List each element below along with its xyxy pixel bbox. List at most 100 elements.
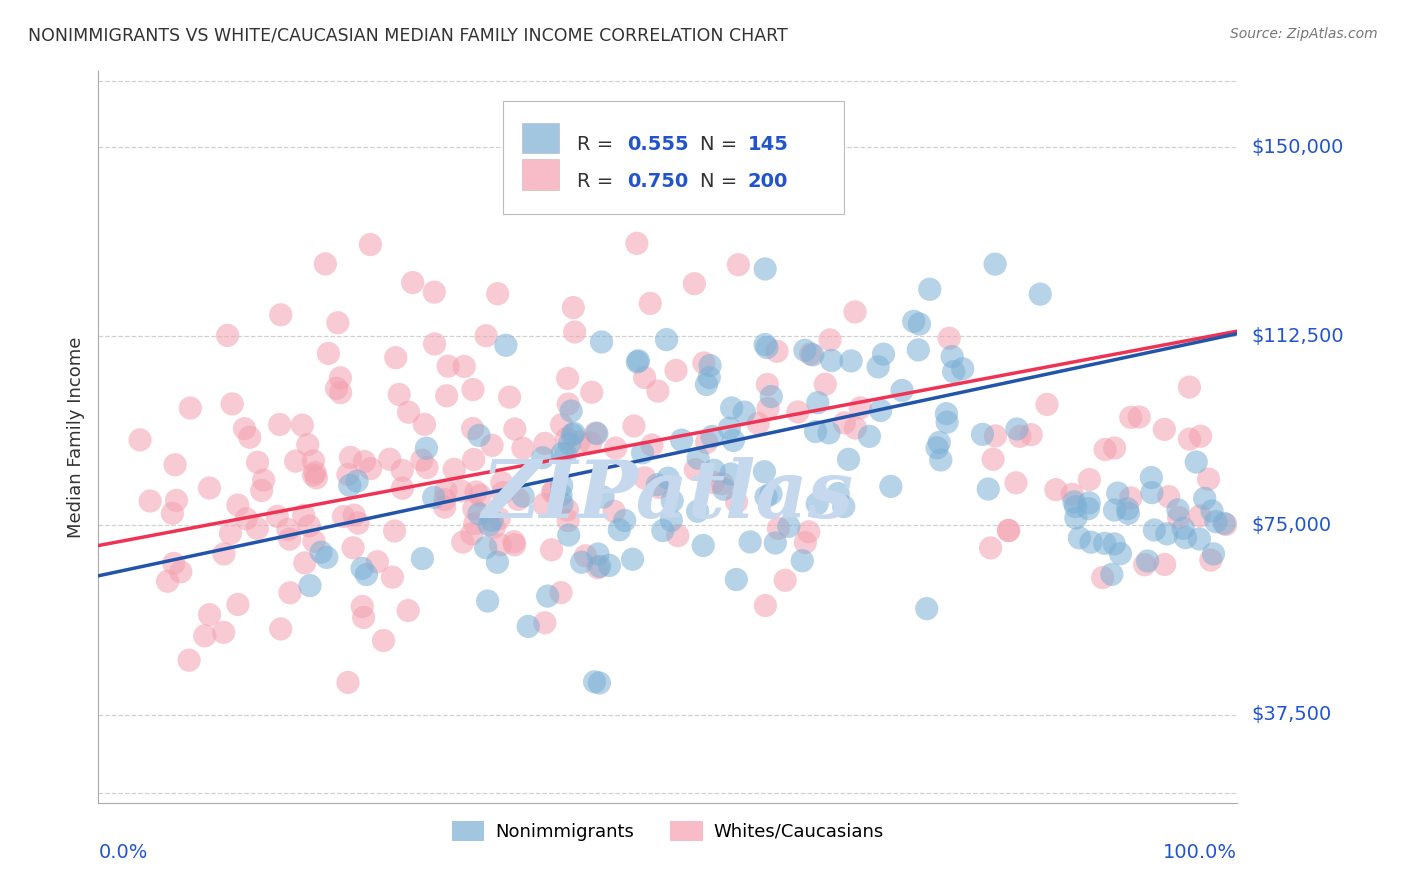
Point [583, 674, 606, 689]
Point [564, 325, 586, 339]
Text: 200: 200 [748, 171, 787, 191]
Point [464, 516, 486, 531]
Point [1133, 558, 1156, 572]
Point [972, 427, 994, 442]
Point [647, 384, 669, 398]
Point [302, 534, 325, 549]
Point [977, 482, 1000, 496]
Point [478, 518, 501, 533]
Point [1178, 432, 1201, 446]
Point [754, 262, 776, 277]
Point [613, 513, 636, 527]
Point [633, 471, 655, 485]
Point [560, 404, 582, 418]
Point [233, 422, 256, 436]
Point [246, 455, 269, 469]
Point [332, 509, 354, 524]
Point [198, 481, 221, 495]
Point [598, 558, 620, 573]
Point [1136, 554, 1159, 568]
Point [378, 452, 401, 467]
Point [550, 585, 572, 599]
Point [832, 500, 855, 514]
Point [713, 482, 735, 496]
Point [299, 578, 322, 592]
Point [517, 619, 540, 633]
Point [631, 446, 654, 460]
Point [872, 347, 894, 361]
Text: 0.0%: 0.0% [98, 843, 148, 862]
Point [588, 676, 610, 690]
Text: 0.750: 0.750 [627, 171, 688, 191]
Point [1107, 486, 1129, 500]
Point [754, 337, 776, 351]
Point [1119, 491, 1142, 505]
Point [163, 557, 186, 571]
Point [557, 528, 579, 542]
Point [838, 452, 860, 467]
Point [297, 437, 319, 451]
Point [498, 390, 520, 404]
Point [194, 629, 217, 643]
Point [759, 487, 782, 501]
Point [936, 415, 959, 429]
Point [1069, 531, 1091, 545]
Point [551, 496, 574, 510]
Point [868, 359, 890, 374]
Point [470, 488, 492, 502]
Point [727, 258, 749, 272]
Point [342, 541, 364, 555]
Point [221, 397, 243, 411]
Point [278, 532, 301, 546]
Point [558, 437, 581, 451]
Text: $75,000: $75,000 [1251, 516, 1331, 535]
Point [980, 541, 1002, 555]
Point [326, 316, 349, 330]
Point [804, 425, 827, 439]
Point [1078, 473, 1101, 487]
Point [1188, 532, 1211, 546]
Point [688, 451, 710, 466]
Point [839, 354, 862, 368]
Point [226, 498, 249, 512]
Point [1045, 483, 1067, 497]
Text: Source: ZipAtlas.com: Source: ZipAtlas.com [1230, 27, 1378, 41]
Text: $150,000: $150,000 [1251, 137, 1344, 156]
Point [858, 429, 880, 443]
Point [768, 521, 790, 535]
Point [352, 561, 374, 575]
Point [543, 484, 565, 499]
Point [139, 494, 162, 508]
Point [491, 475, 513, 490]
Point [657, 471, 679, 485]
Text: $37,500: $37,500 [1251, 705, 1331, 724]
Point [605, 441, 627, 455]
Point [347, 516, 370, 530]
Point [929, 453, 952, 467]
Point [800, 347, 823, 361]
Point [165, 458, 187, 472]
Point [461, 421, 484, 435]
Point [740, 535, 762, 549]
Point [907, 343, 929, 357]
Point [984, 257, 1007, 271]
Point [1140, 470, 1163, 484]
Point [1077, 501, 1099, 516]
Point [581, 385, 603, 400]
Point [436, 389, 458, 403]
Point [1201, 504, 1223, 518]
Point [492, 485, 515, 500]
Point [1140, 485, 1163, 500]
Point [212, 547, 235, 561]
Point [592, 490, 614, 504]
Point [1101, 567, 1123, 582]
Point [756, 401, 779, 416]
Point [1205, 515, 1227, 529]
Point [337, 675, 360, 690]
Point [720, 467, 742, 481]
Point [540, 542, 562, 557]
Point [415, 441, 437, 455]
Point [352, 599, 374, 614]
Point [661, 494, 683, 508]
Point [388, 387, 411, 401]
